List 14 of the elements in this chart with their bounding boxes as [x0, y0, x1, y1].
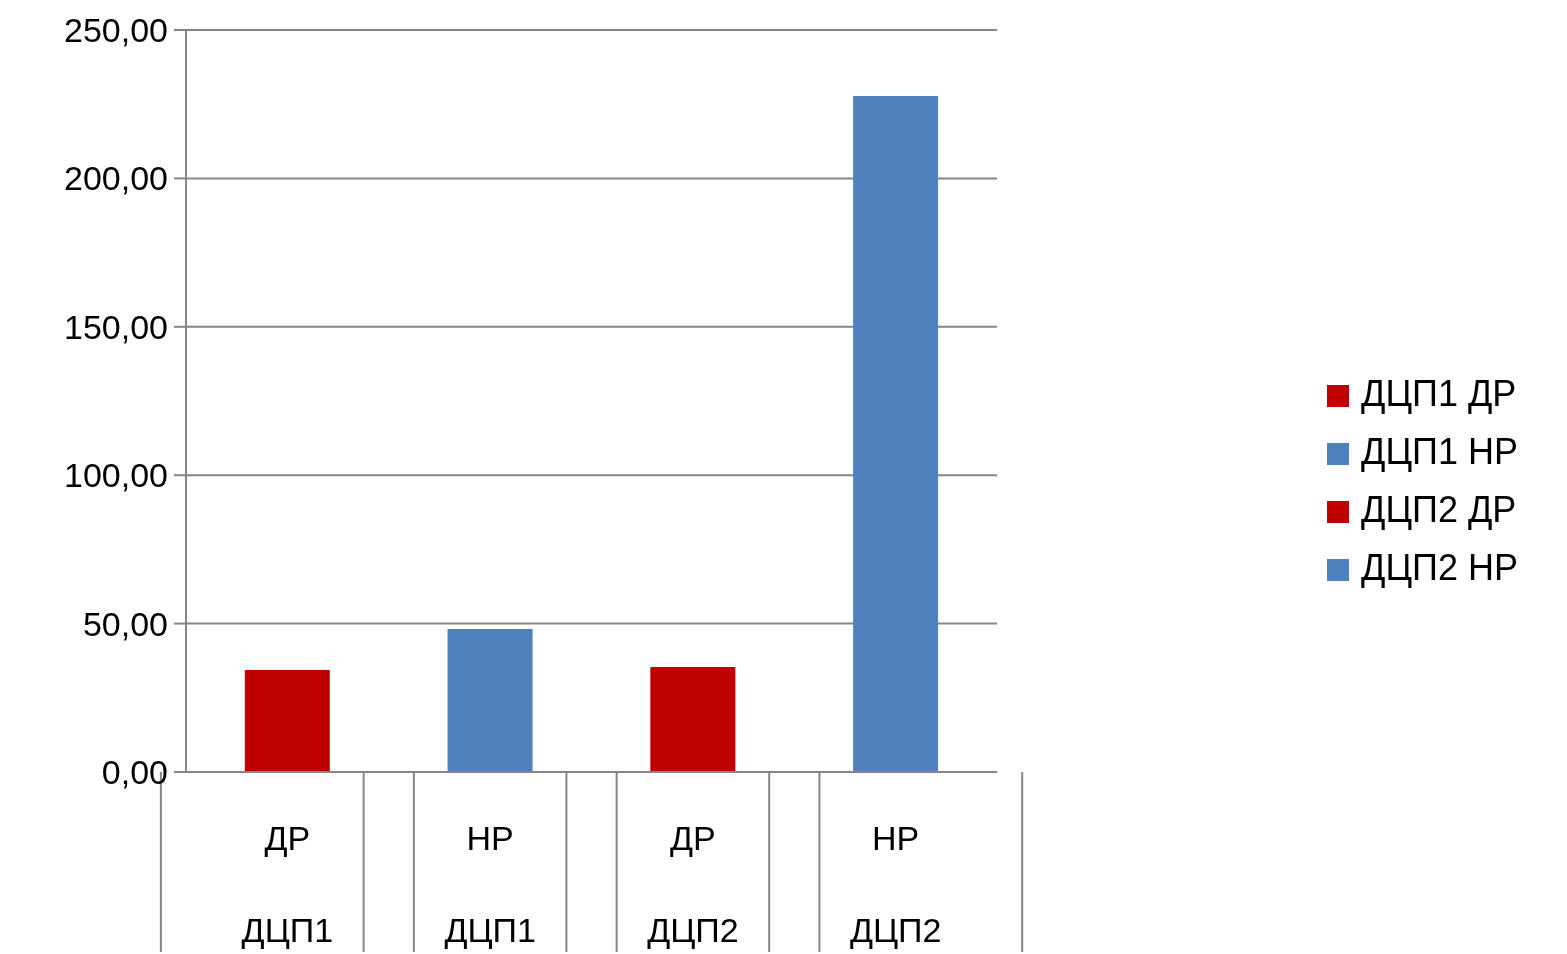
legend-label: ДЦП1 ДР — [1361, 373, 1517, 414]
y-tick-label: 250,00 — [64, 11, 168, 50]
legend-label: ДЦП2 НР — [1361, 547, 1518, 588]
category-label: НР ДЦП2 — [849, 819, 942, 949]
y-tick-label: 0,00 — [101, 753, 168, 792]
category-label: ДР ДЦП1 — [241, 819, 334, 949]
category-label: ДР ДЦП2 — [647, 819, 739, 949]
y-tick-label: 200,00 — [64, 159, 168, 198]
y-tick-label: 150,00 — [64, 307, 168, 346]
y-tick-label: 100,00 — [64, 456, 168, 495]
legend-label: ДЦП1 НР — [1361, 431, 1518, 472]
category-label: НР ДЦП1 — [444, 819, 536, 949]
y-tick-label: 50,00 — [82, 604, 168, 643]
legend-label: ДЦП2 ДР — [1361, 489, 1517, 530]
